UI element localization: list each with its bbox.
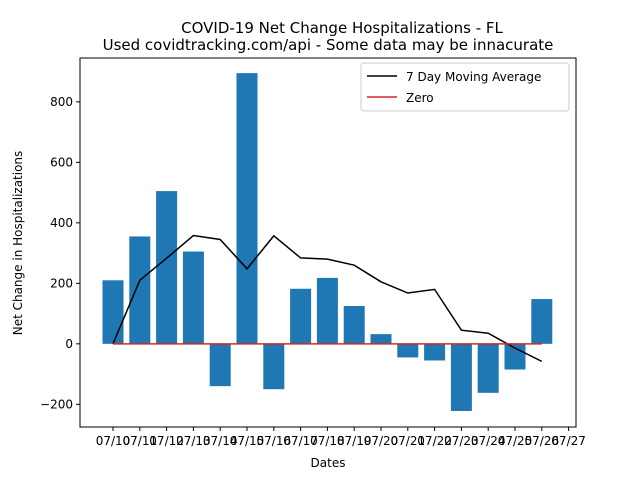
- x-tick-label-14: 07/24: [471, 434, 506, 448]
- y-tick-label-3: 400: [50, 216, 73, 230]
- bar-14: [477, 343, 499, 393]
- chart-subtitle: Used covidtracking.com/api - Some data m…: [103, 36, 554, 54]
- bar-6: [263, 343, 285, 390]
- legend: 7 Day Moving Average Zero: [360, 62, 570, 112]
- x-tick-label-13: 07/23: [444, 434, 479, 448]
- chart-title: COVID-19 Net Change Hospitalizations - F…: [181, 19, 503, 37]
- bar-9: [343, 306, 365, 344]
- bar-3: [182, 251, 204, 344]
- legend-zero-label: Zero: [406, 91, 434, 105]
- y-tick-label-4: 600: [50, 155, 73, 169]
- bar-11: [397, 343, 419, 358]
- x-tick-label-12: 07/22: [417, 434, 452, 448]
- bar-5: [236, 73, 258, 344]
- x-tick-label-11: 07/21: [391, 434, 426, 448]
- y-tick-label-0: −200: [40, 397, 73, 411]
- bar-13: [450, 343, 472, 411]
- x-tick-label-15: 07/25: [498, 434, 533, 448]
- bar-0: [102, 280, 124, 344]
- x-tick-label-8: 07/18: [310, 434, 345, 448]
- x-tick-label-16: 07/26: [525, 434, 560, 448]
- x-tick-label-4: 07/14: [203, 434, 238, 448]
- x-tick-label-0: 07/10: [96, 434, 131, 448]
- x-tick-label-5: 07/15: [230, 434, 265, 448]
- bar-12: [424, 343, 446, 361]
- x-tick-label-10: 07/20: [364, 434, 399, 448]
- legend-frame: [360, 62, 570, 112]
- y-tick-label-5: 800: [50, 95, 73, 109]
- x-tick-label-1: 07/11: [123, 434, 158, 448]
- bar-16: [531, 299, 553, 344]
- bar-1: [129, 236, 151, 344]
- y-axis-label: Net Change in Hospitalizations: [11, 151, 25, 336]
- bar-7: [290, 288, 312, 344]
- moving-average-line: [112, 234, 543, 363]
- bar-10: [370, 334, 392, 344]
- y-tick-label-1: 0: [65, 337, 73, 351]
- x-tick-label-6: 07/16: [257, 434, 292, 448]
- plot-frame: [79, 57, 577, 428]
- x-axis-label: Dates: [311, 456, 346, 470]
- x-tick-label-3: 07/13: [176, 434, 211, 448]
- x-tick-label-17: 07/27: [551, 434, 586, 448]
- x-tick-label-9: 07/19: [337, 434, 372, 448]
- x-tick-label-2: 07/12: [149, 434, 184, 448]
- legend-moving-average-label: 7 Day Moving Average: [406, 70, 541, 84]
- bar-2: [156, 191, 178, 344]
- bar-8: [316, 277, 338, 344]
- x-tick-label-7: 07/17: [283, 434, 318, 448]
- y-tick-label-2: 200: [50, 276, 73, 290]
- bar-4: [209, 343, 231, 387]
